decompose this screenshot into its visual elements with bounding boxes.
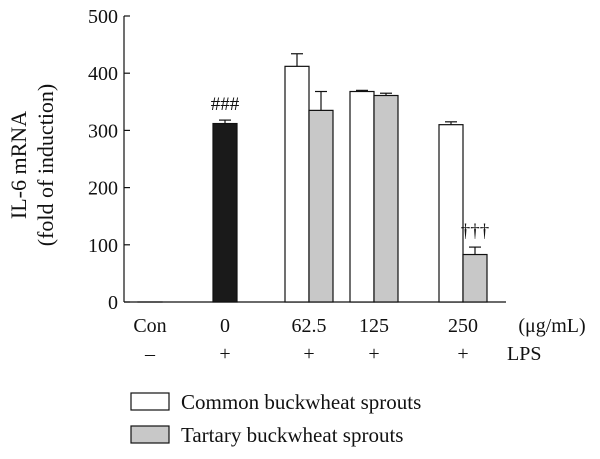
x-tick-label: 0 [220,315,230,337]
lps-sign: + [219,343,230,365]
y-tick-label: 300 [88,120,118,142]
significance-annotation: ### [211,94,240,115]
x-tick-label: Con [133,315,166,337]
y-tick-label: 400 [88,63,118,85]
lps-sign: – [144,343,156,365]
bars [138,54,487,302]
legend-label: Common buckwheat sprouts [181,390,421,414]
legend: Common buckwheat sprouts Tartary buckwhea… [131,390,421,447]
legend-label: Tartary buckwheat sprouts [181,423,403,447]
bar-tartary-buckwheat-sprouts-4 [463,255,487,302]
y-axis-title-line-2: (fold of induction) [33,84,58,247]
x-tick-label: 250 [448,315,478,337]
bar-common-buckwheat-sprouts-4 [439,125,463,302]
x-tick-label: 62.5 [292,315,327,337]
y-axis-title-line-1: IL-6 mRNA [6,111,31,219]
significance-annotation: ††† [461,221,490,242]
y-tick-label: 500 [88,6,118,28]
legend-swatch [131,426,169,443]
x-tick-label: 125 [359,315,389,337]
y-tick-label: 200 [88,178,118,200]
y-tick-label: 100 [88,235,118,257]
bar-tartary-buckwheat-sprouts-2 [309,110,333,302]
lps-sign: + [457,343,468,365]
lps-sign: + [303,343,314,365]
bar-common-buckwheat-sprouts-3 [350,92,374,302]
bar-lps-1 [213,124,237,302]
bar-common-buckwheat-sprouts-2 [285,66,309,302]
y-tick-label: 0 [108,292,118,314]
lps-sign: + [368,343,379,365]
lps-row-label: LPS [507,343,541,365]
legend-swatch [131,393,169,410]
y-axis-title: IL-6 mRNA (fold of induction) [6,84,58,247]
bar-tartary-buckwheat-sprouts-3 [374,96,398,302]
x-unit-label: (μg/mL) [518,315,585,337]
